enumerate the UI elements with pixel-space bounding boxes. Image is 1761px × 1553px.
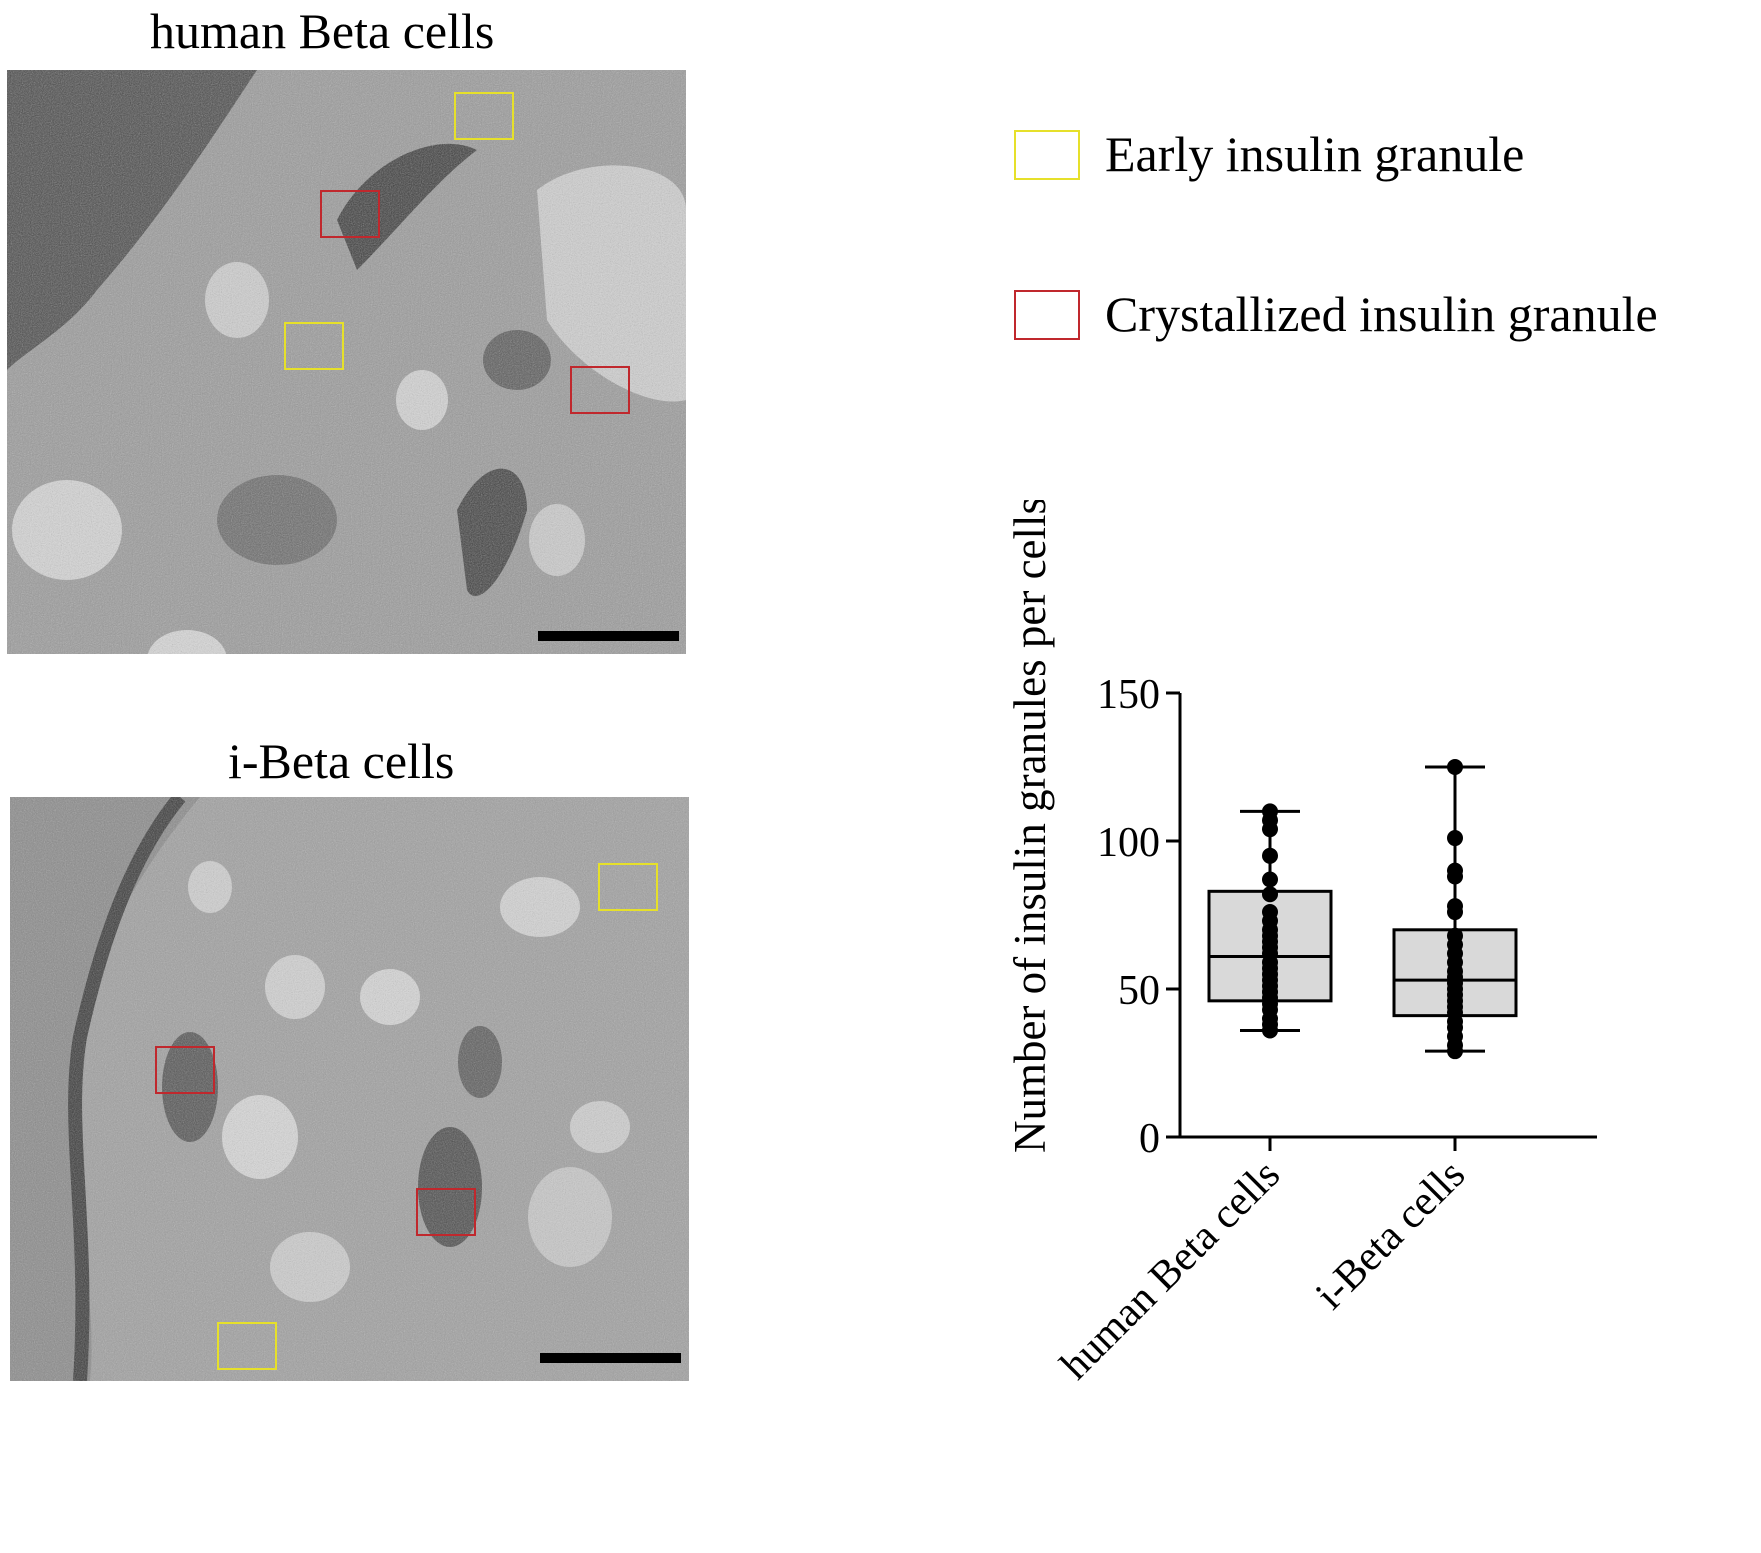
- legend-label-crystallized: Crystallized insulin granule: [1105, 286, 1658, 342]
- x-tick-label: human Beta cells: [1052, 1152, 1289, 1389]
- granule-box-early: [284, 322, 344, 370]
- data-point: [1447, 862, 1463, 879]
- y-tick-label: 0: [1139, 1116, 1160, 1162]
- data-point: [1262, 871, 1278, 888]
- data-point: [1447, 830, 1463, 847]
- legend-swatch-crystallized: [1014, 290, 1080, 340]
- micrograph-human-beta: [7, 70, 686, 654]
- data-point: [1447, 927, 1463, 944]
- micrograph-human-beta-image: [7, 70, 686, 654]
- data-point: [1262, 886, 1278, 903]
- legend-swatch-early: [1014, 130, 1080, 180]
- micrograph-i-beta: [10, 797, 689, 1381]
- data-point: [1262, 803, 1278, 820]
- x-tick-label: i-Beta cells: [1307, 1152, 1474, 1319]
- granule-box-crystallized: [570, 366, 630, 414]
- data-point: [1447, 759, 1463, 775]
- granule-box-crystallized: [320, 190, 380, 238]
- y-axis-label: Number of insulin granules per cells: [1005, 500, 1055, 1153]
- data-point: [1262, 847, 1278, 864]
- y-tick-label: 150: [1097, 672, 1160, 718]
- granule-box-early: [454, 92, 514, 140]
- data-point: [1262, 904, 1278, 921]
- granule-box-crystallized: [416, 1188, 476, 1236]
- granule-box-early: [598, 863, 658, 911]
- panel-title-i-beta: i-Beta cells: [228, 733, 455, 789]
- panel-title-human-beta: human Beta cells: [150, 3, 495, 59]
- legend-label-early: Early insulin granule: [1105, 126, 1525, 182]
- micrograph-i-beta-image: [10, 797, 689, 1381]
- granule-box-crystallized: [155, 1046, 215, 1094]
- box-plot: Number of insulin granules per cells 0 50 1…: [1005, 500, 1597, 1389]
- y-tick-label: 50: [1118, 968, 1160, 1014]
- data-point: [1447, 898, 1463, 915]
- granule-box-early: [217, 1322, 277, 1370]
- y-tick-label: 100: [1097, 820, 1160, 866]
